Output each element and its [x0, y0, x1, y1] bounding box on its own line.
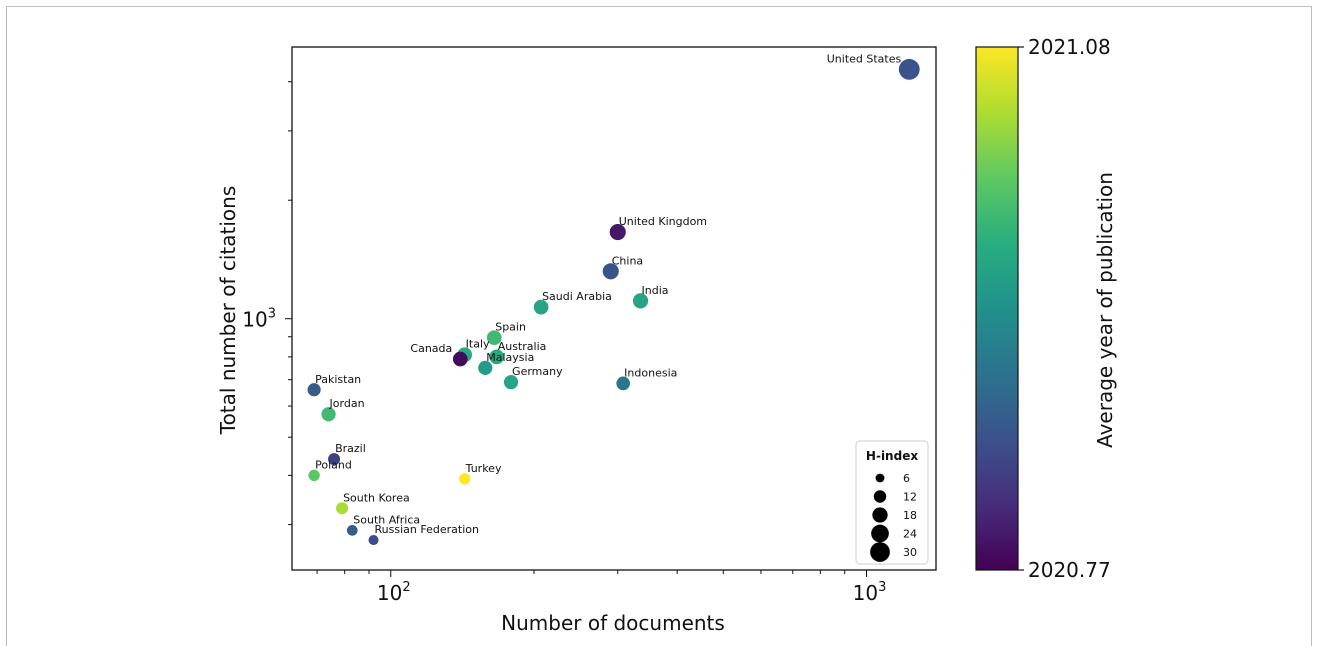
- point-label: Russian Federation: [375, 523, 479, 536]
- point-label: South Korea: [343, 491, 410, 504]
- data-point: [346, 524, 358, 536]
- data-point: [328, 453, 341, 466]
- data-point: [609, 224, 626, 241]
- legend-label: 30: [903, 546, 917, 559]
- legend-marker: [875, 473, 885, 483]
- point-label: Poland: [315, 458, 352, 471]
- data-point: [336, 502, 349, 515]
- point-label: Indonesia: [624, 366, 677, 379]
- point-labels: United States United Kingdom China India Sau…: [315, 52, 901, 536]
- data-point: [503, 375, 519, 390]
- legend-label: 6: [903, 472, 910, 485]
- data-point: [368, 535, 379, 546]
- data-point: [533, 299, 549, 315]
- data-point: [489, 349, 505, 365]
- point-label: Germany: [512, 365, 563, 378]
- point-label: Italy: [466, 338, 490, 351]
- legend-items: 6 12 18 24 30: [870, 472, 917, 562]
- data-point: [486, 330, 502, 346]
- legend-label: 12: [903, 491, 917, 504]
- x-axis-title: Number of documents: [501, 611, 725, 635]
- point-label: Canada: [410, 342, 452, 355]
- h-index-legend: H-index 6 12 18 24 30: [855, 440, 929, 565]
- legend-marker: [872, 507, 888, 523]
- data-point: [478, 360, 493, 376]
- data-point: [452, 351, 468, 367]
- point-label: Spain: [495, 321, 526, 334]
- data-point: [632, 293, 649, 309]
- x-tick-label: 102: [377, 580, 411, 605]
- point-label: Malaysia: [486, 351, 534, 364]
- point-label: Jordan: [329, 397, 365, 410]
- data-points: [307, 58, 920, 546]
- legend-title: H-index: [866, 449, 918, 463]
- point-label: China: [612, 254, 643, 267]
- data-point: [898, 58, 920, 80]
- plot-area: [291, 46, 937, 571]
- point-label: South Africa: [353, 513, 420, 526]
- legend-marker: [871, 524, 889, 543]
- legend-marker: [870, 542, 890, 562]
- colorbar-gradient: [975, 46, 1019, 571]
- colorbar-title: Average year of publication: [1093, 172, 1117, 448]
- point-label: Saudi Arabia: [542, 290, 612, 303]
- data-point: [458, 473, 471, 485]
- x-tick-label: 103: [853, 580, 887, 605]
- figure-frame: [6, 6, 1312, 646]
- colorbar-min-label: 2020.77: [1028, 558, 1111, 582]
- y-axis-title: Total number of citations: [216, 186, 240, 436]
- point-label: United Kingdom: [619, 215, 707, 228]
- legend-marker: [873, 490, 887, 503]
- point-label: United States: [827, 52, 902, 65]
- point-label: India: [642, 284, 669, 297]
- y-tick-label: 103: [242, 307, 276, 332]
- data-point: [308, 469, 320, 482]
- data-point: [616, 376, 631, 391]
- legend-label: 18: [903, 509, 917, 522]
- point-label: Pakistan: [315, 373, 361, 386]
- point-label: Brazil: [335, 442, 366, 455]
- colorbar: 2021.08 2020.77 Average year of publicat…: [975, 35, 1117, 582]
- data-point: [307, 383, 321, 397]
- data-point: [602, 263, 619, 280]
- point-label: Turkey: [465, 462, 502, 475]
- axis-ticks: 102 103 103: [242, 81, 887, 605]
- colorbar-max-label: 2021.08: [1028, 35, 1111, 59]
- data-point: [321, 407, 336, 422]
- point-label: Australia: [498, 340, 547, 353]
- legend-label: 24: [903, 528, 917, 541]
